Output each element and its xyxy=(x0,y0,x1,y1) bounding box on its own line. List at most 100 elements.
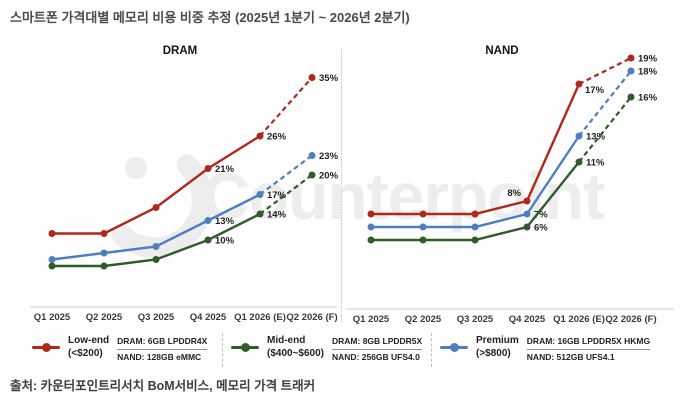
data-point xyxy=(627,67,635,75)
value-label: 8% xyxy=(507,188,521,199)
legend-price-range: (<$200) xyxy=(68,348,103,359)
x-tick-label: Q2 2025 xyxy=(405,314,442,325)
x-tick-label: Q4 2025 xyxy=(190,312,227,323)
value-label: 23% xyxy=(319,151,339,162)
legend-label: Premium (>$800) xyxy=(476,334,519,360)
low-end-series-marker-icon xyxy=(32,334,60,360)
data-point xyxy=(627,54,635,62)
legend-tier-name: Mid-end xyxy=(267,335,306,346)
legend-divider xyxy=(431,333,432,367)
x-tick-label: Q2 2025 xyxy=(86,312,123,323)
x-tick-label: Q2 2026 (F) xyxy=(605,314,656,325)
value-label: 35% xyxy=(319,73,339,84)
data-point xyxy=(204,165,212,172)
data-point xyxy=(308,171,316,179)
legend-dram-spec: DRAM: 8GB LPDDR5X xyxy=(332,335,423,350)
legend-dram-spec: DRAM: 6GB LPDDR4X xyxy=(117,335,208,350)
data-point xyxy=(627,93,635,101)
counterpoint-logo-icon xyxy=(111,154,213,259)
value-label: 13% xyxy=(586,132,606,143)
data-point xyxy=(256,210,264,218)
value-label: 20% xyxy=(319,171,339,182)
data-point xyxy=(100,230,108,237)
data-point xyxy=(471,210,479,218)
data-point xyxy=(419,223,427,231)
data-point xyxy=(48,262,56,270)
data-point xyxy=(523,197,531,205)
x-tick-label: Q3 2025 xyxy=(457,314,494,325)
premium-series-marker-icon xyxy=(440,334,468,360)
data-point xyxy=(367,223,375,231)
data-point xyxy=(100,249,108,257)
x-tick-label: Q1 2025 xyxy=(353,314,390,325)
panel-divider xyxy=(341,48,342,322)
data-point xyxy=(152,204,160,211)
series-line-dashed xyxy=(578,96,632,163)
data-point xyxy=(152,243,160,250)
series-line-dashed xyxy=(259,76,313,137)
legend-specs: DRAM: 16GB LPDDR5X HKMG NAND: 512GB UFS4… xyxy=(526,334,651,364)
x-tick-label: Q2 2026 (F) xyxy=(286,312,337,323)
data-point xyxy=(419,210,427,218)
x-tick-label: Q4 2025 xyxy=(509,314,546,325)
legend-nand-spec: NAND: 256GB UFS4.0 xyxy=(332,352,420,362)
data-point xyxy=(471,236,479,244)
series-line-dashed xyxy=(578,57,632,85)
value-label: 7% xyxy=(534,210,548,221)
value-label: 10% xyxy=(215,236,235,247)
legend-item-mid-end: Mid-end ($400~$600) DRAM: 8GB LPDDR5X NA… xyxy=(231,334,423,364)
legend-specs: DRAM: 6GB LPDDR4X NAND: 128GB eMMC xyxy=(117,334,208,364)
legend-price-range: (>$800) xyxy=(476,348,511,359)
source-attribution: 출처: 카운터포인트리서치 BoM서비스, 메모리 가격 트래커 xyxy=(10,379,316,393)
value-label: 21% xyxy=(215,164,235,175)
value-label: 6% xyxy=(534,223,548,234)
value-label: 19% xyxy=(638,54,658,65)
legend-item-premium: Premium (>$800) DRAM: 16GB LPDDR5X HKMG … xyxy=(440,334,651,364)
data-point xyxy=(100,262,108,270)
x-tick-label: Q1 2026 (E) xyxy=(553,314,605,325)
legend-label: Mid-end ($400~$600) xyxy=(267,334,324,360)
data-point xyxy=(256,132,264,140)
data-point xyxy=(523,210,531,218)
data-point xyxy=(152,256,160,263)
data-point xyxy=(367,236,375,244)
x-tick-label: Q1 2026 (E) xyxy=(234,312,286,323)
data-point xyxy=(575,132,583,140)
value-label: 17% xyxy=(585,85,605,96)
value-label: 11% xyxy=(586,158,605,169)
series-line-dashed xyxy=(259,174,313,215)
value-label: 13% xyxy=(215,216,235,227)
data-point xyxy=(204,236,212,244)
legend-nand-spec: NAND: 512GB UFS4.1 xyxy=(526,352,615,362)
data-point xyxy=(367,210,375,218)
data-point xyxy=(204,217,212,224)
data-point xyxy=(308,152,316,159)
legend-tier-name: Premium xyxy=(476,335,519,346)
x-tick-label: Q3 2025 xyxy=(138,312,175,323)
data-point xyxy=(471,223,479,231)
dram-panel-title: DRAM xyxy=(162,45,198,57)
nand-panel-title: NAND xyxy=(485,45,519,57)
legend-price-range: ($400~$600) xyxy=(267,348,324,359)
x-tick-label: Q1 2025 xyxy=(34,312,71,323)
legend-nand-spec: NAND: 128GB eMMC xyxy=(117,352,202,362)
data-point xyxy=(48,230,56,237)
data-point xyxy=(48,256,56,263)
mid-end-series-marker-icon xyxy=(231,334,259,360)
value-label: 17% xyxy=(267,190,287,201)
legend-tier-name: Low-end xyxy=(68,335,110,346)
data-point xyxy=(575,80,583,88)
figure-title: 스마트폰 가격대별 메모리 비용 비중 추정 (2025년 1분기 ~ 2026… xyxy=(10,10,410,25)
legend-specs: DRAM: 8GB LPDDR5X NAND: 256GB UFS4.0 xyxy=(332,334,423,364)
data-point xyxy=(308,74,316,81)
data-point xyxy=(419,236,427,244)
series-line-solid xyxy=(371,83,581,216)
data-point xyxy=(575,158,583,166)
value-label: 18% xyxy=(638,67,658,78)
series-line-dashed xyxy=(259,154,313,196)
legend-label: Low-end (<$200) xyxy=(68,334,109,360)
value-label: 14% xyxy=(267,210,287,221)
value-label: 16% xyxy=(638,93,658,104)
series-line-dashed xyxy=(578,70,632,137)
